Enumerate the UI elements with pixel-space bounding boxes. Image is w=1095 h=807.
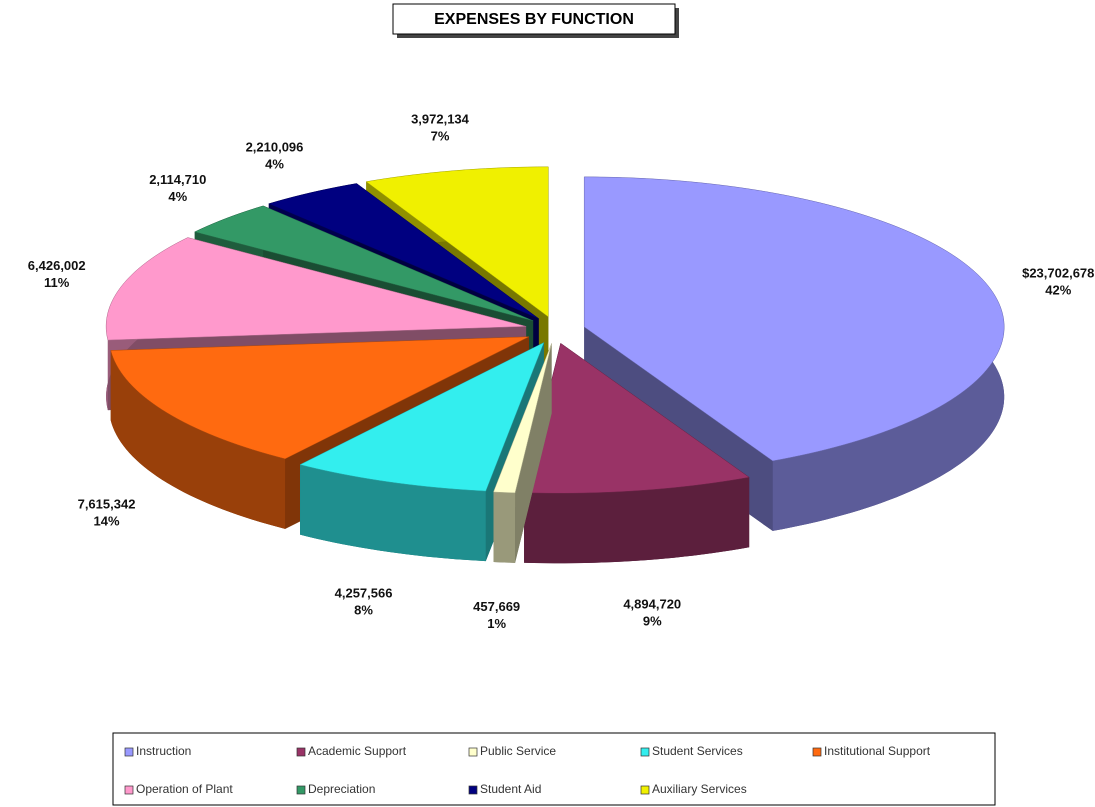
legend-box [112,732,996,806]
slice-wall [493,491,516,563]
legend-swatch [812,747,822,757]
data-label: 9% [643,614,662,629]
data-label: 1% [487,616,506,631]
slice-top [583,176,1005,462]
legend-label: Academic Support [308,744,407,758]
slice [493,343,552,563]
legend-label: Depreciation [308,782,375,796]
data-label: 7,615,342 [78,497,136,512]
slice-top [523,342,750,494]
legend-swatch [468,747,478,757]
legend-swatch [124,747,134,757]
data-label: 4% [265,157,284,172]
data-label: 7% [431,129,450,144]
slice-wall [300,464,486,562]
data-label: 4,257,566 [335,586,393,601]
data-label: 2,114,710 [149,172,206,187]
legend-swatch [468,785,478,795]
slice [523,342,750,564]
data-label: 2,210,096 [246,140,304,155]
legend-label: Public Service [480,744,556,758]
legend-swatch [640,785,650,795]
slice-wall [110,350,286,529]
legend-label: Instruction [136,744,191,758]
slice-top [299,342,545,492]
data-label: 11% [44,275,70,290]
data-label: 8% [354,603,373,618]
slice-top [105,237,527,341]
data-label: 6,426,002 [28,258,86,273]
legend-swatch [296,747,306,757]
data-label: 4% [168,189,187,204]
legend-label: Student Services [652,744,743,758]
legend-label: Institutional Support [824,744,931,758]
data-label: 42% [1045,283,1071,298]
legend-swatch [640,747,650,757]
legend-swatch [124,785,134,795]
legend-label: Auxiliary Services [652,782,747,796]
data-label: 457,669 [473,599,520,614]
slice-top [110,336,530,460]
slice-top [268,183,539,319]
legend-swatch [296,785,306,795]
slice-top [493,343,552,494]
data-label: 3,972,134 [411,112,470,127]
data-label: $23,702,678 [1022,266,1094,281]
data-label: 4,894,720 [623,597,681,612]
slice [299,342,545,562]
title-box [392,3,676,35]
data-label: 14% [94,514,120,529]
slice-top [365,166,549,318]
chart-title: EXPENSES BY FUNCTION [434,11,634,28]
legend-label: Operation of Plant [136,782,233,796]
legend-label: Student Aid [480,782,541,796]
slice-wall [524,477,750,564]
slice-top [194,205,534,322]
